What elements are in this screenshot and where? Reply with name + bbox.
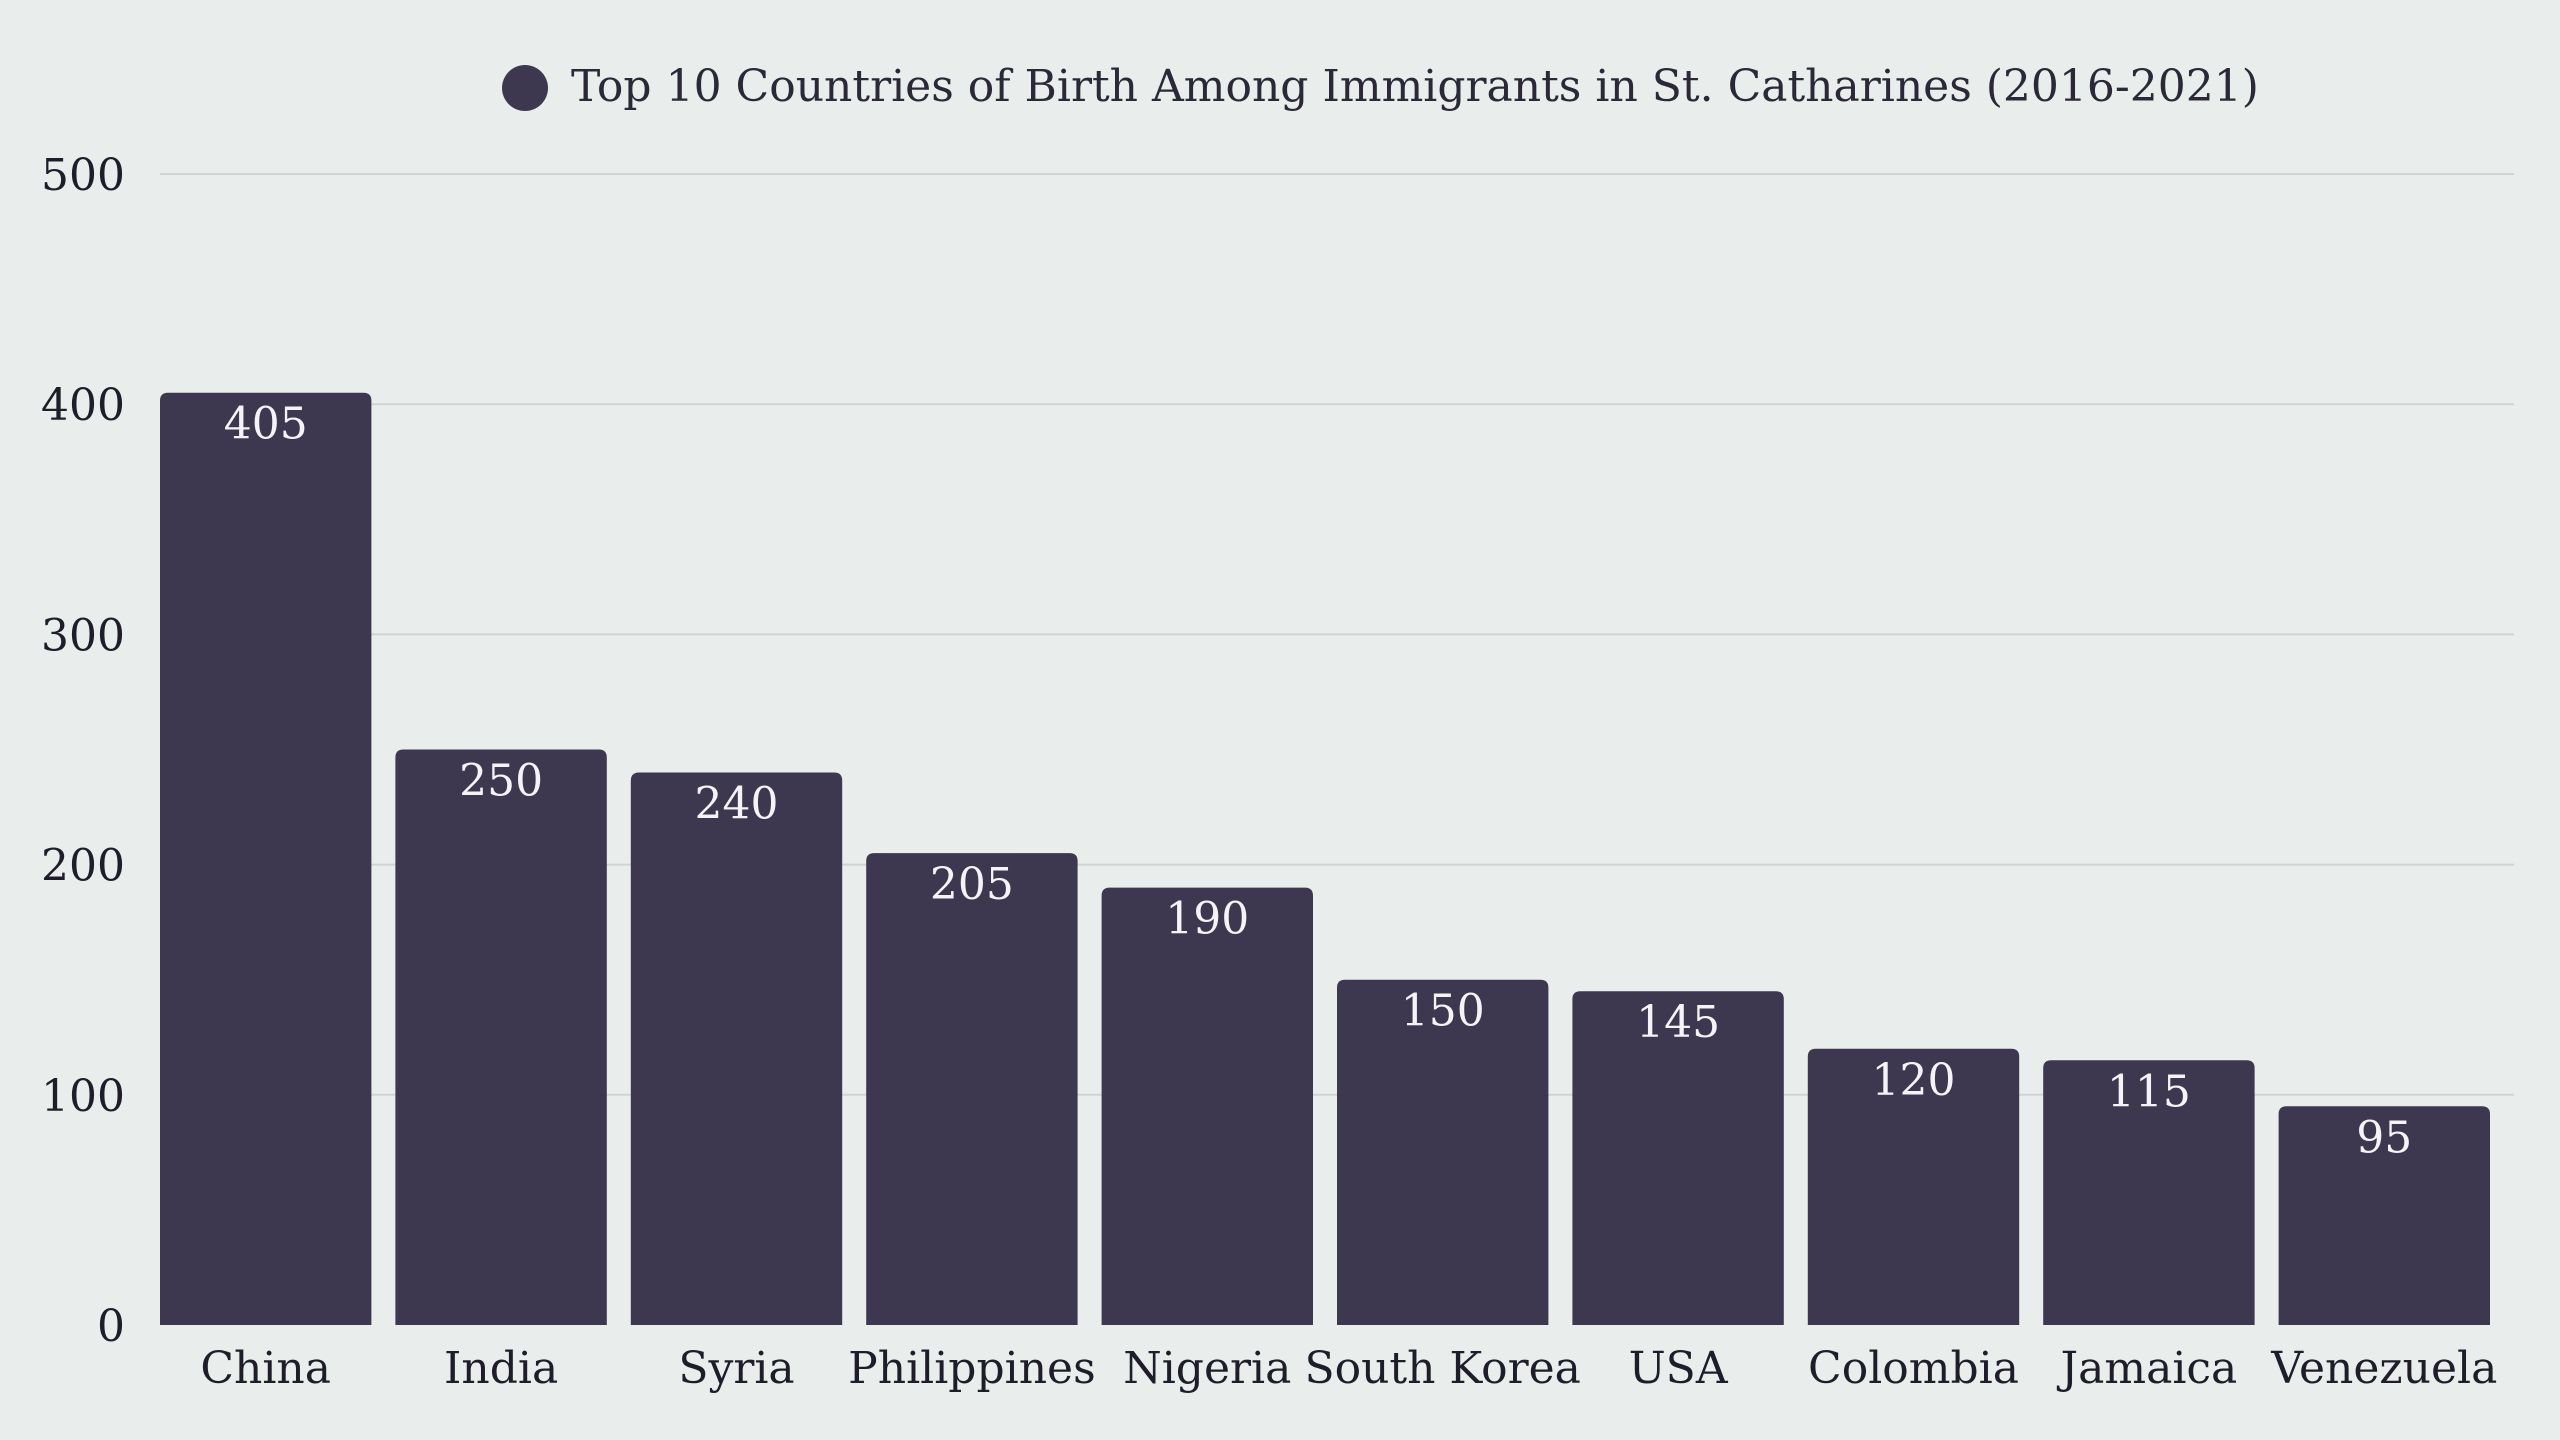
y-tick-label: 200 — [41, 841, 125, 892]
bar-nigeria — [1101, 887, 1313, 1325]
bar-value-label: 145 — [1636, 997, 1720, 1048]
x-tick-label: Philippines — [848, 1343, 1096, 1394]
bar-syria — [630, 772, 843, 1325]
bar-usa — [1572, 991, 1784, 1325]
bar-south-korea — [1337, 979, 1549, 1325]
y-tick-label: 500 — [41, 150, 125, 201]
bar-colombia — [1807, 1048, 2020, 1325]
x-tick-label: USA — [1629, 1343, 1729, 1394]
bar-value-label: 115 — [2107, 1066, 2191, 1117]
x-tick-label: Syria — [678, 1343, 794, 1394]
bar-value-label: 190 — [1165, 894, 1249, 945]
x-axis: China India Syria Philippines Nigeria South K… — [200, 1343, 2497, 1394]
x-tick-label: China — [200, 1343, 331, 1394]
bar-value-label: 95 — [2356, 1112, 2412, 1163]
x-tick-label: Nigeria — [1123, 1343, 1291, 1394]
bar-value-label: 240 — [695, 779, 779, 830]
chart-legend: Top 10 Countries of Birth Among Immigran… — [502, 61, 2259, 112]
y-tick-label: 0 — [97, 1301, 125, 1352]
y-tick-label: 100 — [41, 1071, 125, 1122]
bar-value-label: 250 — [459, 756, 543, 807]
y-tick-label: 300 — [41, 610, 125, 661]
bar-jamaica — [2043, 1060, 2255, 1325]
x-tick-label: Colombia — [1808, 1343, 2019, 1394]
legend-swatch — [502, 65, 548, 111]
bar-value-label: 150 — [1401, 986, 1485, 1037]
y-axis: 0 100 200 300 400 500 — [41, 150, 125, 1352]
bar-philippines — [866, 853, 1078, 1325]
bar-china — [160, 392, 372, 1325]
bars: 405 250 240 205 190 150 145 120 115 95 — [160, 392, 2490, 1325]
bar-value-label: 120 — [1872, 1055, 1956, 1106]
bar-venezuela — [2278, 1106, 2490, 1325]
bar-value-label: 205 — [930, 859, 1014, 910]
x-tick-label: India — [444, 1343, 558, 1394]
x-tick-label: Venezuela — [2270, 1343, 2497, 1394]
legend-label: Top 10 Countries of Birth Among Immigran… — [571, 61, 2259, 112]
bar-value-label: 405 — [224, 399, 308, 450]
bar-india — [395, 749, 607, 1325]
y-tick-label: 400 — [41, 380, 125, 431]
x-tick-label: Jamaica — [2057, 1343, 2238, 1394]
x-tick-label: South Korea — [1304, 1343, 1580, 1394]
